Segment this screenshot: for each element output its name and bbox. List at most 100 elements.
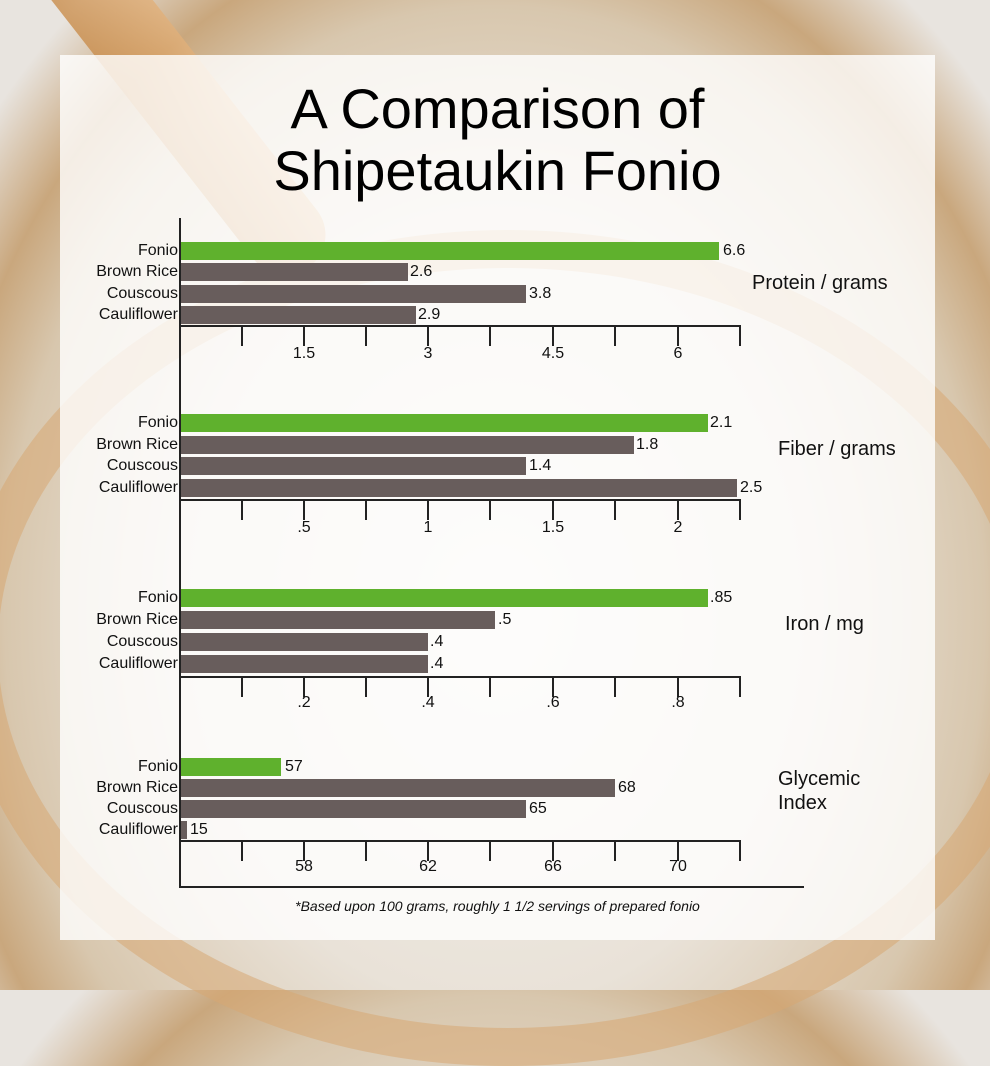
bar-cauliflower bbox=[181, 479, 737, 497]
tick-mark bbox=[303, 500, 305, 520]
tick-mark bbox=[739, 500, 741, 520]
tick-label: .5 bbox=[297, 519, 311, 536]
tick-mark bbox=[427, 500, 429, 520]
tick-mark bbox=[552, 677, 554, 697]
tick-mark bbox=[677, 326, 679, 346]
bar-couscous bbox=[181, 800, 526, 818]
tick-mark bbox=[739, 677, 741, 697]
bar-row-cauliflower: Cauliflower 2.9 bbox=[0, 306, 990, 324]
bar-cauliflower bbox=[181, 821, 187, 839]
x-axis bbox=[181, 499, 741, 501]
category-label: Couscous bbox=[106, 285, 178, 302]
value-label: 3.8 bbox=[529, 285, 552, 302]
tick-mark bbox=[427, 841, 429, 861]
bar-row-couscous: Couscous 1.4 bbox=[0, 457, 990, 475]
tick-mark bbox=[241, 841, 243, 861]
tick-mark bbox=[303, 677, 305, 697]
tick-mark bbox=[489, 841, 491, 861]
category-label: Brown Rice bbox=[96, 611, 178, 628]
bar-brown-rice bbox=[181, 263, 408, 281]
value-label: .85 bbox=[710, 589, 733, 606]
bar-fonio bbox=[181, 589, 708, 607]
bar-couscous bbox=[181, 633, 428, 651]
x-axis bbox=[181, 840, 741, 842]
bar-row-brown-rice: Brown Rice 68 bbox=[0, 779, 990, 797]
tick-mark bbox=[677, 677, 679, 697]
x-axis bbox=[181, 325, 741, 327]
category-axis-line bbox=[179, 218, 181, 888]
bar-row-couscous: Couscous 3.8 bbox=[0, 285, 990, 303]
bar-row-brown-rice: Brown Rice 2.6 bbox=[0, 263, 990, 281]
tick-label: .4 bbox=[421, 694, 435, 711]
tick-mark bbox=[677, 841, 679, 861]
tick-label: 62 bbox=[419, 858, 437, 875]
bar-cauliflower bbox=[181, 306, 416, 324]
value-label: 2.5 bbox=[740, 479, 763, 496]
category-label: Fonio bbox=[137, 242, 178, 259]
category-label: Fonio bbox=[137, 589, 178, 606]
footnote: *Based upon 100 grams, roughly 1 1/2 ser… bbox=[295, 898, 700, 914]
bar-row-brown-rice: Brown Rice .5 bbox=[0, 611, 990, 629]
bottom-rule bbox=[179, 886, 804, 888]
bar-fonio bbox=[181, 758, 281, 776]
tick-mark bbox=[241, 326, 243, 346]
category-label: Brown Rice bbox=[96, 436, 178, 453]
bar-row-fonio: Fonio 2.1 bbox=[0, 414, 990, 432]
category-label: Cauliflower bbox=[98, 655, 178, 672]
tick-label: .8 bbox=[671, 694, 685, 711]
category-label: Couscous bbox=[106, 800, 178, 817]
metric-label: Fiber / grams bbox=[778, 438, 896, 460]
value-label: 1.8 bbox=[636, 436, 659, 453]
category-label: Couscous bbox=[106, 633, 178, 650]
tick-label: .2 bbox=[297, 694, 311, 711]
tick-label: 1 bbox=[423, 519, 433, 536]
bar-row-couscous: Couscous 65 bbox=[0, 800, 990, 818]
category-label: Brown Rice bbox=[96, 779, 178, 796]
category-label: Cauliflower bbox=[98, 821, 178, 838]
bar-brown-rice bbox=[181, 779, 615, 797]
tick-mark bbox=[614, 326, 616, 346]
value-label: 2.9 bbox=[418, 306, 441, 323]
metric-label: Protein / grams bbox=[752, 272, 888, 294]
tick-mark bbox=[489, 500, 491, 520]
tick-mark bbox=[365, 677, 367, 697]
tick-mark bbox=[614, 677, 616, 697]
bar-row-cauliflower: Cauliflower 2.5 bbox=[0, 479, 990, 497]
tick-mark bbox=[303, 841, 305, 861]
tick-mark bbox=[241, 500, 243, 520]
value-label: 57 bbox=[285, 758, 303, 775]
title-line-1: A Comparison of bbox=[290, 77, 705, 140]
value-label: 6.6 bbox=[723, 242, 746, 259]
value-label: .4 bbox=[430, 655, 444, 672]
tick-label: 3 bbox=[423, 345, 433, 362]
category-label: Fonio bbox=[137, 414, 178, 431]
value-label: 15 bbox=[190, 821, 208, 838]
bar-brown-rice bbox=[181, 436, 634, 454]
tick-mark bbox=[739, 326, 741, 346]
tick-mark bbox=[427, 677, 429, 697]
tick-mark bbox=[552, 326, 554, 346]
category-label: Cauliflower bbox=[98, 479, 178, 496]
tick-label: 58 bbox=[295, 858, 313, 875]
tick-mark bbox=[552, 841, 554, 861]
bar-cauliflower bbox=[181, 655, 428, 673]
value-label: .4 bbox=[430, 633, 444, 650]
category-label: Cauliflower bbox=[98, 306, 178, 323]
tick-mark bbox=[427, 326, 429, 346]
page-title: A Comparison of Shipetaukin Fonio bbox=[60, 78, 935, 202]
category-label: Couscous bbox=[106, 457, 178, 474]
bar-row-fonio: Fonio 6.6 bbox=[0, 242, 990, 260]
bar-brown-rice bbox=[181, 611, 495, 629]
tick-mark bbox=[739, 841, 741, 861]
bar-couscous bbox=[181, 285, 526, 303]
category-label: Brown Rice bbox=[96, 263, 178, 280]
tick-label: 1.5 bbox=[292, 345, 316, 362]
tick-mark bbox=[489, 326, 491, 346]
tick-label: .6 bbox=[546, 694, 560, 711]
tick-mark bbox=[365, 841, 367, 861]
tick-label: 70 bbox=[669, 858, 687, 875]
tick-mark bbox=[365, 326, 367, 346]
tick-mark bbox=[614, 841, 616, 861]
value-label: 2.6 bbox=[410, 263, 433, 280]
tick-mark bbox=[303, 326, 305, 346]
